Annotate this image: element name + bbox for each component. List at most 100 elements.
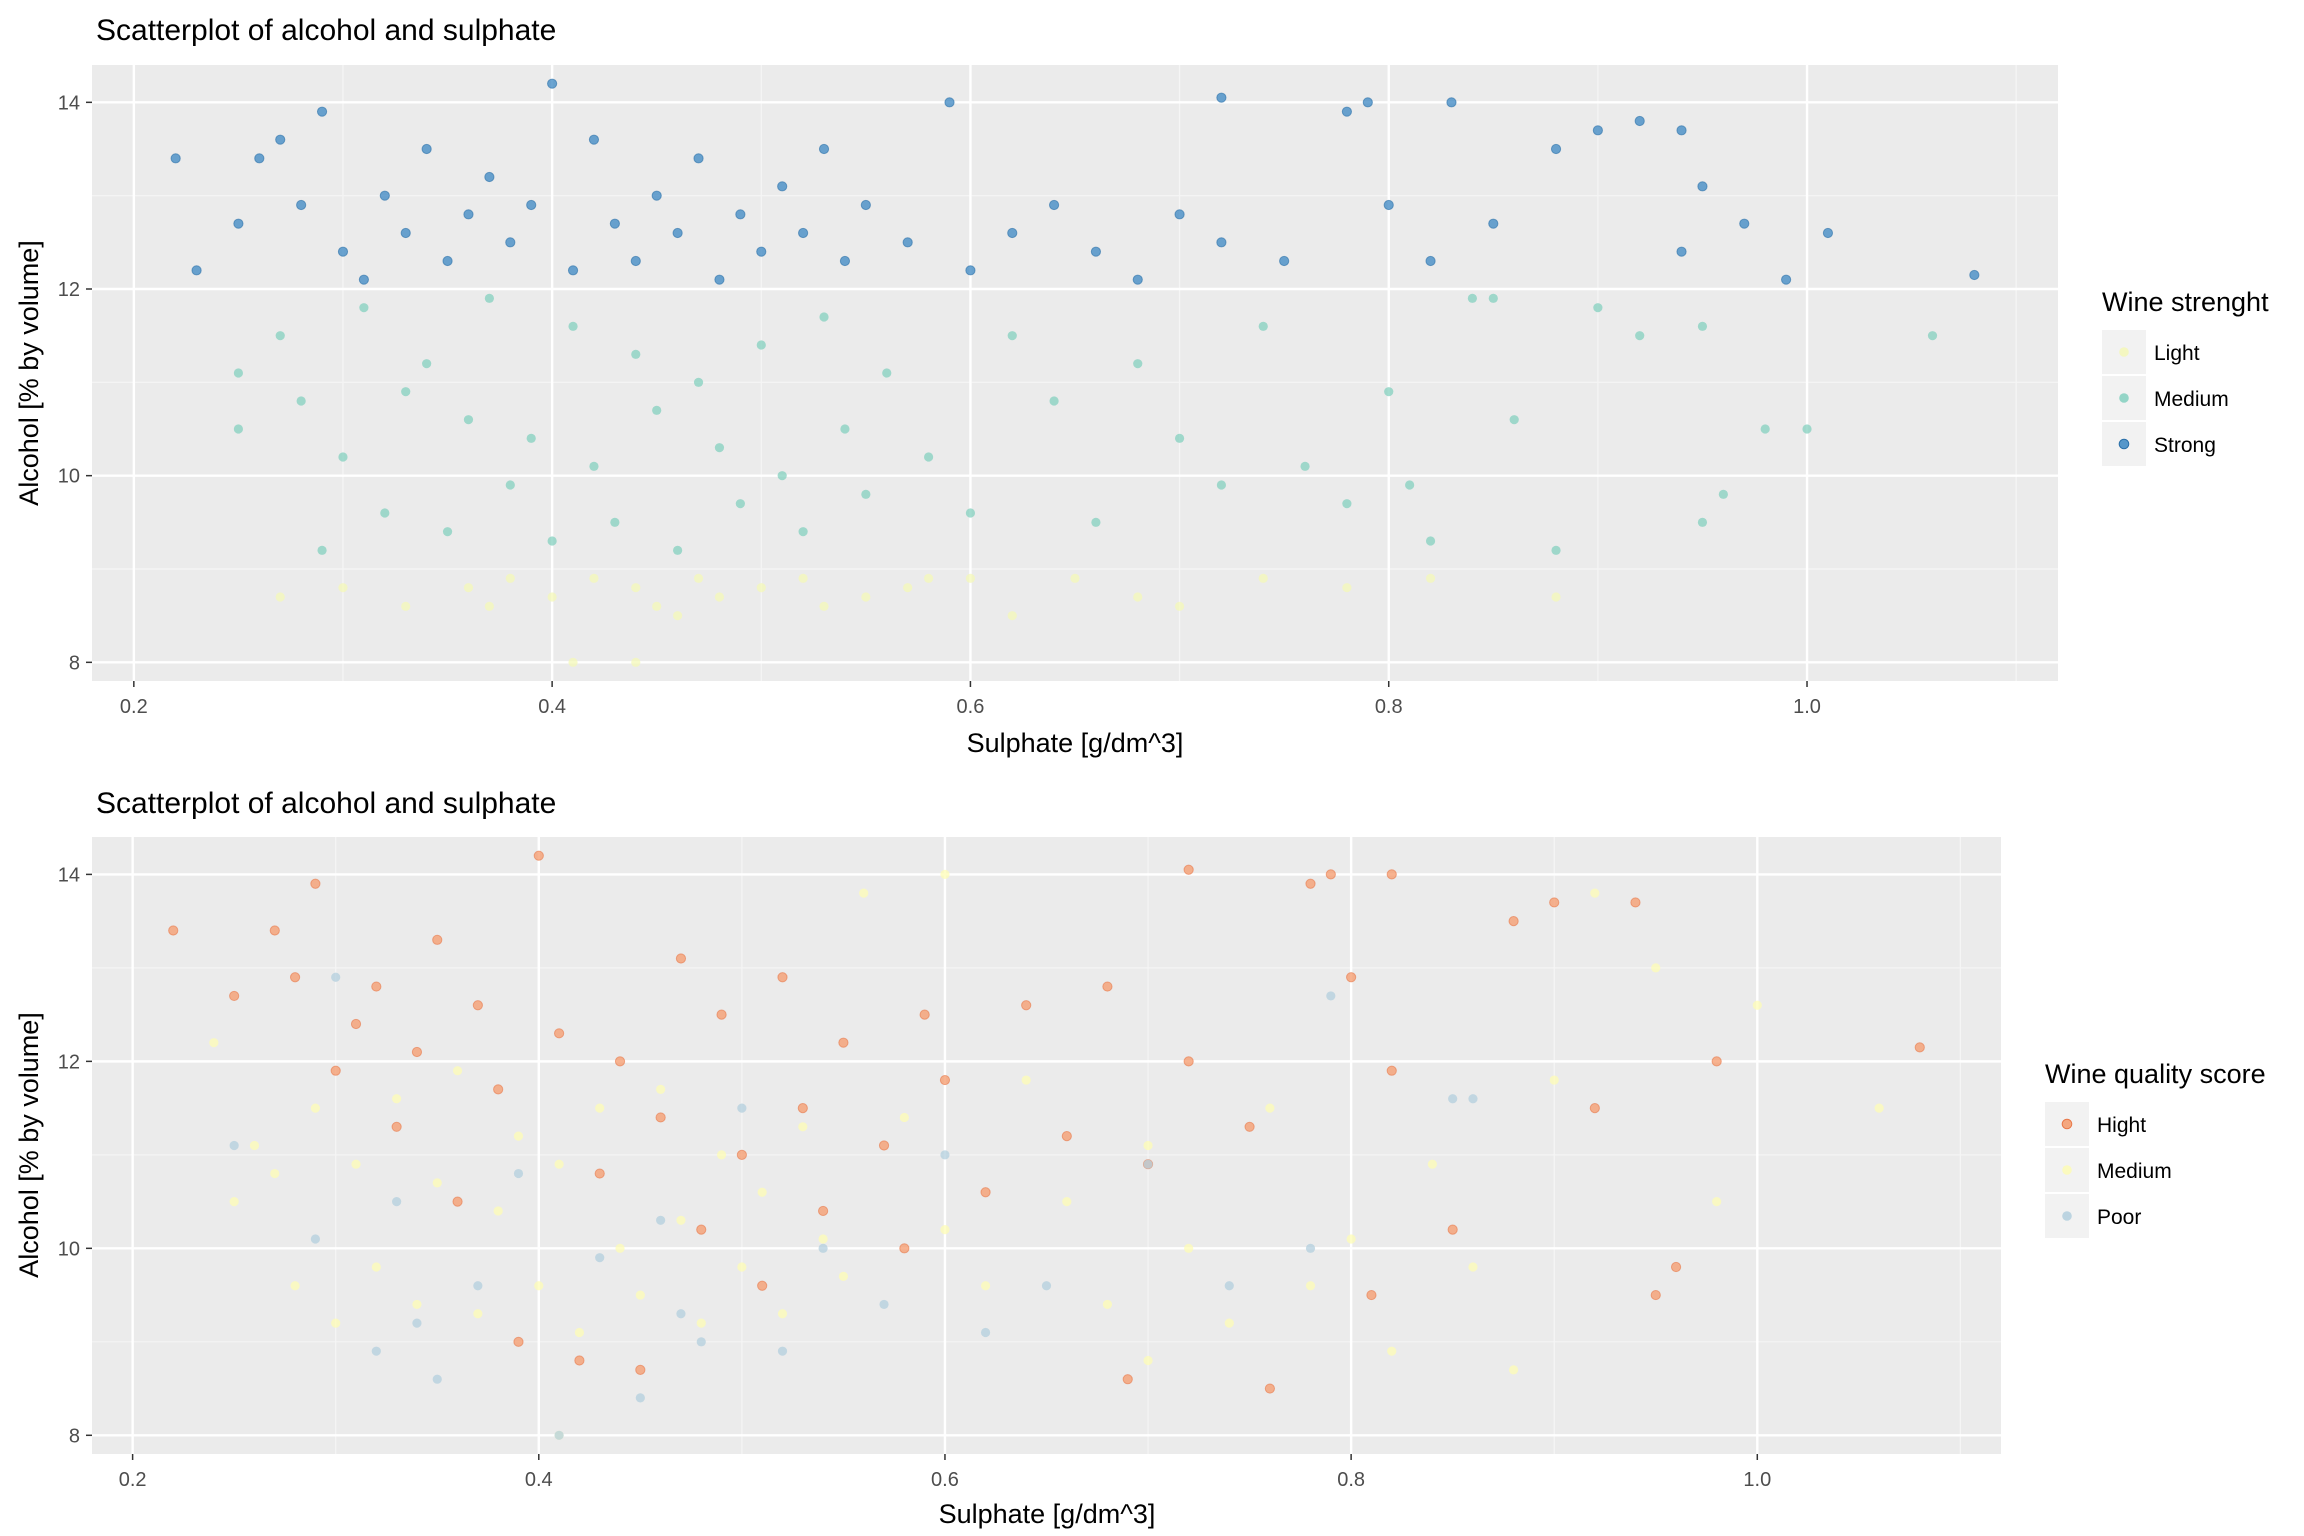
data-point-strong — [1048, 199, 1060, 211]
data-point-hight — [1386, 1065, 1397, 1076]
x-tick-label: 0.6 — [931, 1469, 959, 1491]
data-point-medium — [412, 1299, 422, 1310]
data-point-hight — [594, 1168, 605, 1179]
data-point-medium — [1549, 1075, 1559, 1085]
data-point-hight — [1670, 1261, 1682, 1273]
data-point-poor — [1448, 1094, 1458, 1104]
data-point-medium — [1387, 1346, 1397, 1356]
data-point-medium — [1468, 1262, 1478, 1272]
x-axis-ticks: 0.2 0.4 0.6 0.8 1.0 — [120, 681, 1821, 718]
data-point-strong — [191, 265, 202, 276]
legend-key-dot — [2119, 347, 2129, 357]
data-point-medium — [1488, 293, 1498, 303]
data-point-poor — [879, 1299, 889, 1310]
data-point-hight — [635, 1364, 646, 1375]
data-point-strong — [1676, 246, 1687, 257]
data-point-medium — [716, 1150, 727, 1160]
data-point-hight — [553, 1028, 565, 1039]
data-point-light — [652, 601, 662, 611]
scatterplot-strength-chart: Scatterplot of alcohol and sulphate 8 10 1… — [14, 14, 2269, 758]
data-point-hight — [1914, 1042, 1925, 1053]
data-point-medium — [777, 1309, 788, 1319]
y-axis-title: Alcohol [% by volume] — [14, 1012, 44, 1278]
data-point-strong — [714, 274, 725, 285]
data-point-strong — [254, 153, 265, 164]
data-point-medium — [1305, 1281, 1316, 1291]
data-point-hight — [614, 1056, 626, 1067]
data-point-hight — [533, 850, 544, 861]
data-point-hight — [432, 934, 443, 945]
data-point-medium — [1718, 489, 1728, 499]
data-point-medium — [568, 321, 578, 331]
data-point-medium — [798, 527, 808, 537]
data-point-medium — [1509, 415, 1519, 425]
legend-title: Wine quality score — [2045, 1059, 2266, 1089]
data-point-medium — [756, 340, 766, 350]
data-point-hight — [757, 1280, 768, 1291]
data-point-strong — [609, 218, 620, 229]
data-point-poor — [412, 1318, 422, 1328]
data-point-strong — [1697, 181, 1708, 192]
x-axis-ticks: 0.2 0.4 0.6 0.8 1.0 — [119, 1454, 1771, 1491]
data-point-strong — [839, 255, 851, 267]
data-point-strong — [944, 97, 955, 108]
data-point-poor — [1143, 1159, 1153, 1169]
data-point-medium — [882, 368, 892, 378]
data-point-light — [861, 592, 871, 602]
plot-panel — [92, 837, 2001, 1454]
data-point-strong — [442, 255, 453, 267]
data-point-strong — [1592, 125, 1603, 136]
data-point-medium — [392, 1094, 402, 1104]
legend-label-light: Light — [2154, 342, 2200, 365]
data-point-poor — [371, 1346, 381, 1356]
data-point-light — [631, 583, 641, 593]
data-point-strong — [296, 199, 307, 211]
data-point-light — [923, 573, 934, 583]
data-point-strong — [316, 106, 328, 117]
data-point-strong — [547, 78, 558, 89]
legend-key-dot — [2062, 1165, 2072, 1175]
data-point-hight — [269, 925, 280, 936]
data-point-hight — [411, 1046, 423, 1058]
data-point-medium — [422, 359, 432, 369]
data-point-hight — [452, 1196, 463, 1207]
data-point-light — [1070, 573, 1080, 583]
legend-label-medium: Medium — [2097, 1160, 2172, 1183]
data-point-hight — [1508, 916, 1519, 927]
data-point-strong — [1341, 106, 1352, 117]
data-point-medium — [473, 1309, 483, 1319]
data-point-light — [1258, 573, 1268, 583]
data-point-medium — [1174, 433, 1185, 443]
data-point-poor — [1041, 1281, 1052, 1291]
data-points — [168, 850, 1925, 1440]
data-point-light — [568, 657, 578, 667]
data-point-strong — [1007, 227, 1018, 239]
data-point-medium — [1425, 536, 1436, 546]
data-point-strong — [798, 227, 809, 239]
data-point-strong — [1425, 255, 1436, 267]
data-point-strong — [1446, 97, 1457, 108]
data-point-medium — [1405, 480, 1415, 490]
data-point-medium — [656, 1084, 666, 1095]
data-point-medium — [1467, 293, 1477, 303]
data-point-hight — [472, 1000, 483, 1011]
data-point-poor — [595, 1253, 605, 1263]
legend-key-dot — [2062, 1211, 2072, 1221]
data-point-medium — [737, 1262, 747, 1272]
data-point-hight — [574, 1355, 585, 1366]
data-point-strong — [1969, 269, 1980, 281]
legend-key-dot — [2119, 393, 2129, 403]
data-point-medium — [1346, 1234, 1356, 1244]
data-point-hight — [797, 1103, 808, 1114]
data-point-hight — [1264, 1383, 1275, 1394]
data-point-medium — [1760, 424, 1770, 434]
data-point-light — [275, 592, 285, 602]
data-point-strong — [1132, 274, 1143, 285]
data-point-poor — [1305, 1243, 1316, 1253]
data-point-light — [547, 592, 557, 602]
data-point-hight — [1549, 897, 1560, 908]
data-point-strong — [484, 171, 495, 183]
data-point-medium — [484, 293, 494, 303]
data-point-medium — [859, 888, 869, 898]
data-point-light — [1174, 601, 1185, 611]
